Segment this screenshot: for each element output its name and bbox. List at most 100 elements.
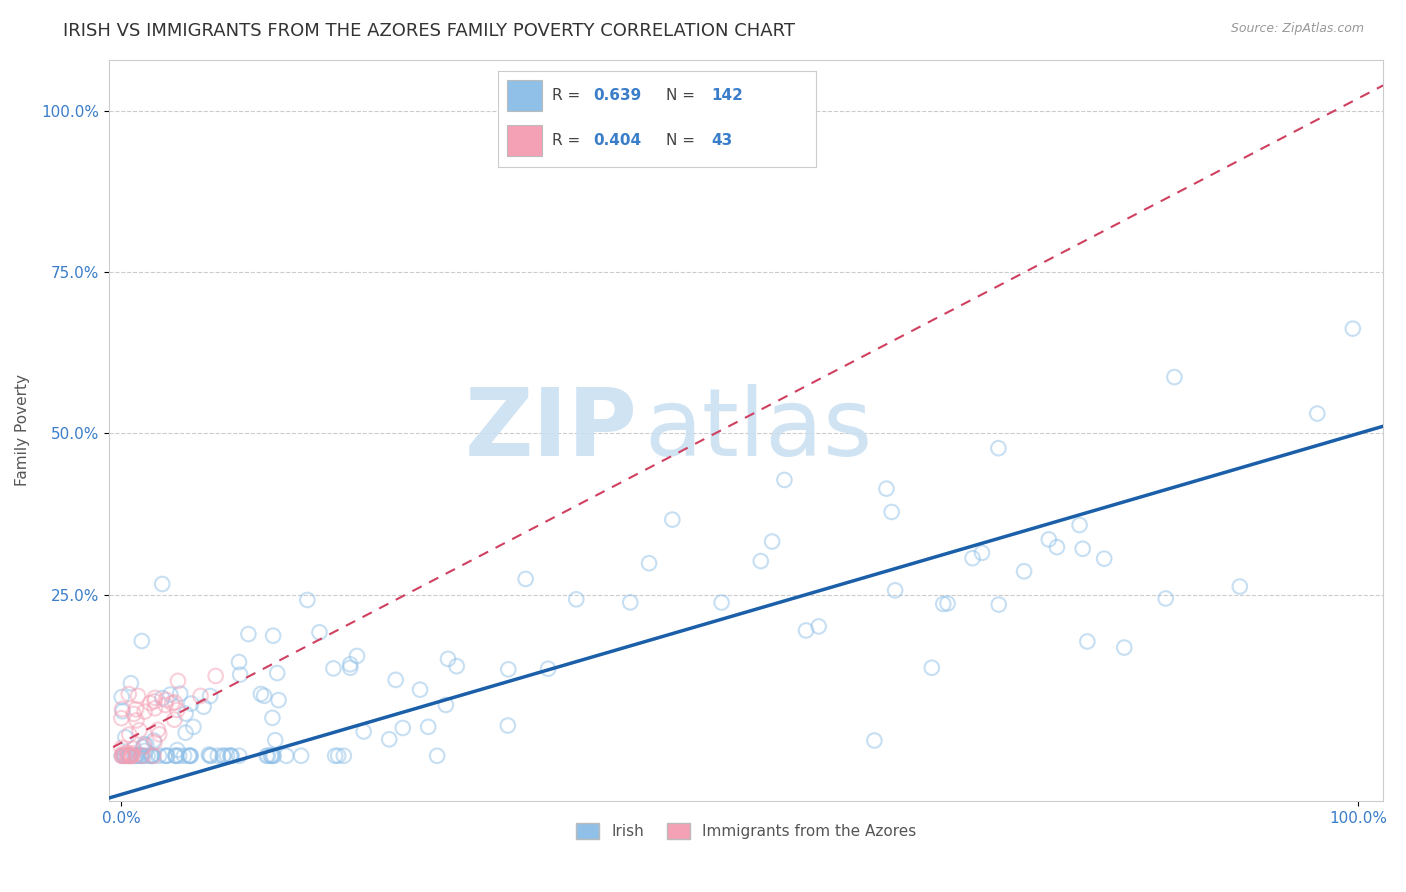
Point <box>264 733 287 747</box>
Point <box>173 748 195 763</box>
Point <box>135 738 157 752</box>
Point <box>134 739 156 754</box>
Point <box>418 720 440 734</box>
Point <box>987 598 1010 612</box>
Point <box>125 714 148 728</box>
Point <box>160 696 183 710</box>
Point <box>131 634 153 648</box>
Point <box>1069 518 1091 533</box>
Point <box>190 689 212 703</box>
Point <box>110 711 132 725</box>
Point <box>111 702 134 716</box>
Point <box>134 744 156 758</box>
Point <box>177 748 200 763</box>
Point <box>323 748 346 763</box>
Point <box>207 748 229 763</box>
Point <box>124 748 146 763</box>
Point <box>111 704 134 718</box>
Point <box>120 676 142 690</box>
Point <box>346 648 368 663</box>
Point <box>794 624 817 638</box>
Point <box>200 748 222 763</box>
Point <box>165 748 187 763</box>
Legend: Irish, Immigrants from the Azores: Irish, Immigrants from the Azores <box>569 817 922 845</box>
Point <box>262 748 284 763</box>
Point <box>253 689 276 703</box>
Point <box>212 748 235 763</box>
Point <box>141 748 163 763</box>
Point <box>174 725 197 739</box>
Point <box>276 748 298 763</box>
Point <box>155 698 177 712</box>
Point <box>143 735 166 749</box>
Point <box>117 748 139 763</box>
Point <box>409 682 432 697</box>
Point <box>136 748 159 763</box>
Point <box>426 748 449 763</box>
Point <box>163 695 186 709</box>
Point <box>333 748 356 763</box>
Point <box>143 694 166 708</box>
Point <box>970 546 993 560</box>
Point <box>353 724 375 739</box>
Point <box>378 732 401 747</box>
Point <box>118 748 141 763</box>
Point <box>266 666 288 681</box>
Point <box>111 740 134 755</box>
Point <box>437 652 460 666</box>
Point <box>339 657 361 672</box>
Point <box>619 595 641 609</box>
Point <box>112 748 135 763</box>
Point <box>143 690 166 705</box>
Point <box>260 748 283 763</box>
Point <box>260 748 283 763</box>
Point <box>148 727 170 741</box>
Point <box>122 741 145 756</box>
Point <box>124 748 146 763</box>
Point <box>921 661 943 675</box>
Point <box>111 748 134 763</box>
Point <box>163 713 186 727</box>
Point <box>167 673 190 688</box>
Point <box>1306 407 1329 421</box>
Point <box>322 661 344 675</box>
Point <box>131 748 153 763</box>
Text: ZIP: ZIP <box>465 384 638 476</box>
Point <box>118 687 141 701</box>
Point <box>165 748 187 763</box>
Point <box>215 748 238 763</box>
Point <box>328 748 350 763</box>
Point <box>1012 564 1035 578</box>
Point <box>1038 533 1060 547</box>
Point <box>228 748 250 763</box>
Point <box>179 748 201 763</box>
Point <box>166 743 188 757</box>
Point <box>155 693 177 707</box>
Point <box>773 473 796 487</box>
Point <box>936 597 959 611</box>
Point <box>219 748 242 763</box>
Point <box>139 748 162 763</box>
Point <box>565 592 588 607</box>
Point <box>125 702 148 716</box>
Point <box>1163 370 1185 384</box>
Point <box>122 706 145 721</box>
Point <box>1071 541 1094 556</box>
Point <box>120 748 142 763</box>
Point <box>498 662 520 676</box>
Point <box>127 748 149 763</box>
Point <box>146 723 169 737</box>
Point <box>117 748 139 763</box>
Point <box>183 720 205 734</box>
Y-axis label: Family Poverty: Family Poverty <box>15 375 30 486</box>
Point <box>142 733 165 747</box>
Point <box>446 659 468 673</box>
Point <box>167 748 190 763</box>
Point <box>112 747 135 761</box>
Point <box>290 748 312 763</box>
Point <box>710 595 733 609</box>
Point <box>1092 551 1115 566</box>
Point <box>434 698 457 712</box>
Point <box>127 689 149 703</box>
Point <box>198 689 221 703</box>
